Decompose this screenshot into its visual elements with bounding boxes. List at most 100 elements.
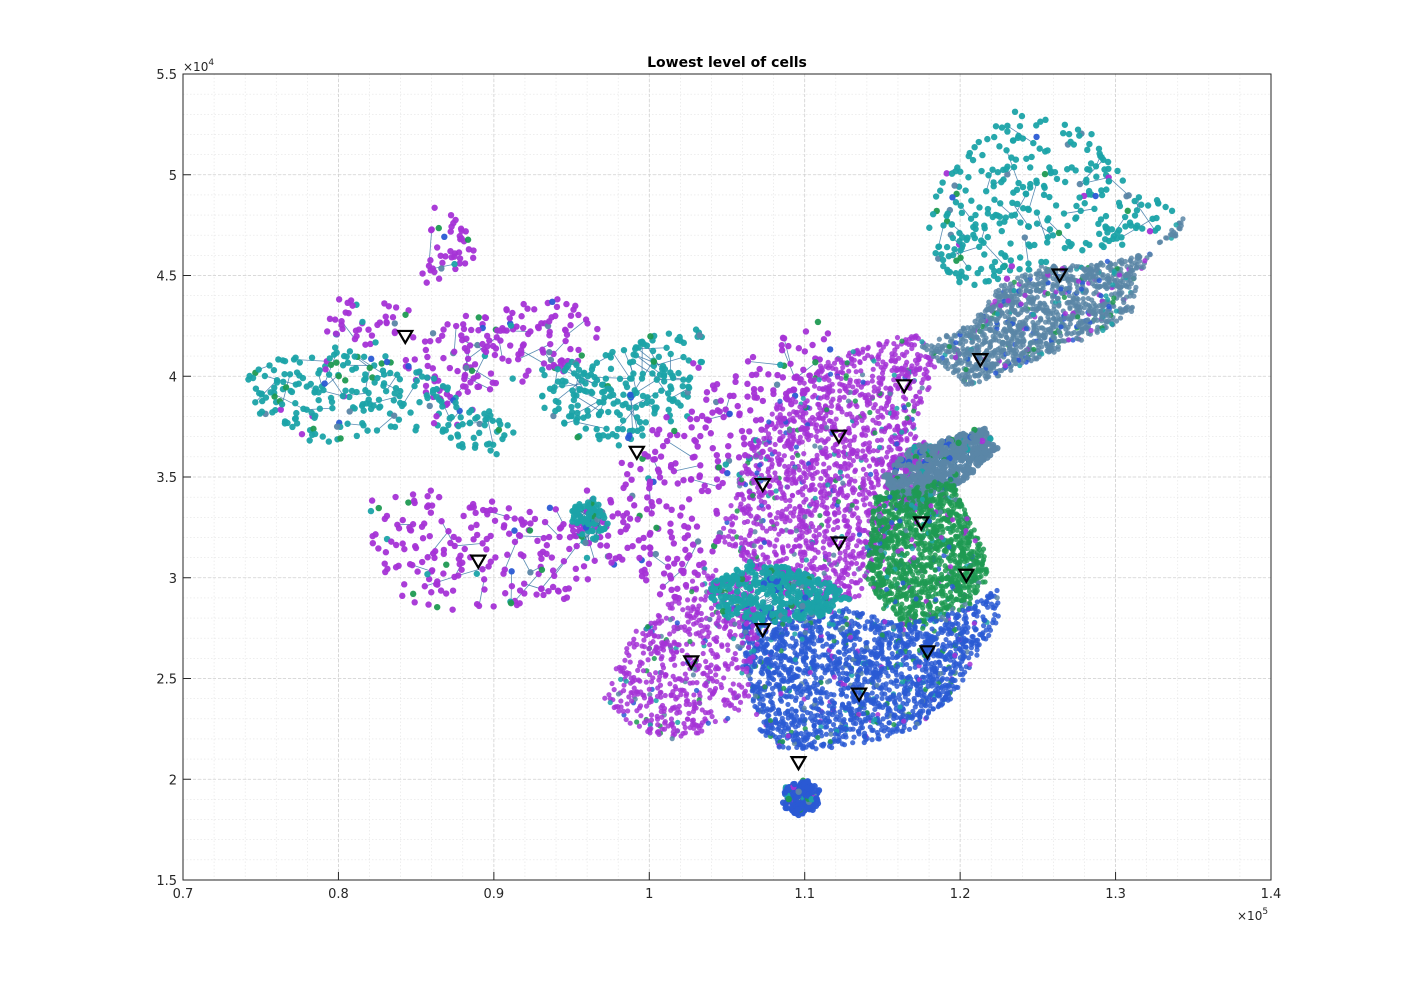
cell-point xyxy=(351,353,358,360)
cell-point xyxy=(686,374,694,381)
cell-point xyxy=(1091,283,1098,289)
cell-point xyxy=(836,509,842,516)
cell-point xyxy=(280,378,287,386)
cell-point xyxy=(846,368,852,374)
cell-point xyxy=(339,325,346,333)
cell-link xyxy=(478,579,485,606)
cell-point xyxy=(919,339,925,345)
cell-point xyxy=(844,523,851,529)
cell-point xyxy=(622,380,629,387)
cell-point xyxy=(729,520,736,527)
cell-point xyxy=(784,393,790,400)
cell-point xyxy=(781,453,787,459)
cell-point xyxy=(503,327,510,334)
cell-point xyxy=(374,374,381,382)
cell-point xyxy=(919,385,925,391)
cell-point xyxy=(656,474,664,481)
cell-point xyxy=(580,414,587,421)
cell-point xyxy=(533,591,540,598)
cell-point xyxy=(801,348,809,355)
cell-point xyxy=(716,408,723,415)
cell-point xyxy=(526,508,533,516)
cell-point xyxy=(862,355,868,361)
cell-point xyxy=(1007,341,1014,348)
cell-point xyxy=(489,441,497,448)
cell-point xyxy=(865,508,871,515)
cell-point xyxy=(291,415,299,423)
cell-point xyxy=(507,322,515,329)
cell-point xyxy=(682,546,689,554)
cell-link xyxy=(517,343,551,360)
cell-point xyxy=(405,363,412,370)
cell-point xyxy=(741,496,747,502)
cell-point xyxy=(983,313,990,319)
cell-point xyxy=(758,518,764,524)
cell-point xyxy=(905,402,912,408)
cell-point xyxy=(427,257,434,264)
cell-point xyxy=(812,486,818,493)
cell-point xyxy=(1050,315,1057,322)
cell-point xyxy=(1073,264,1080,270)
cell-point xyxy=(1110,282,1116,288)
cell-point xyxy=(1070,312,1076,319)
cell-point xyxy=(540,534,548,542)
cell-point xyxy=(636,554,643,562)
cell-point xyxy=(443,390,451,398)
cell-point xyxy=(479,566,486,573)
cell-point xyxy=(983,362,990,368)
cell-point xyxy=(539,346,546,353)
cell-point xyxy=(485,563,492,570)
cell-point xyxy=(822,529,828,535)
cell-point xyxy=(491,351,499,359)
cell-point xyxy=(837,394,843,401)
cell-point xyxy=(678,504,686,511)
cell-point xyxy=(1163,235,1169,241)
cell-point xyxy=(709,444,716,452)
cell-point xyxy=(795,489,801,496)
cell-point xyxy=(889,351,895,357)
cell-link xyxy=(454,542,483,547)
cell-point xyxy=(481,421,488,429)
cell-point xyxy=(581,369,588,377)
cell-point xyxy=(681,522,688,530)
cell-point xyxy=(332,344,339,351)
cell-point xyxy=(591,557,598,564)
cell-point xyxy=(618,459,625,467)
cell-point xyxy=(598,381,606,388)
cell-point xyxy=(815,549,821,555)
cell-point xyxy=(850,349,856,355)
cell-point xyxy=(809,541,815,547)
cell-point xyxy=(468,367,476,374)
cell-point xyxy=(797,380,803,386)
cell-point xyxy=(832,448,838,454)
cell-point xyxy=(777,398,783,404)
cell-point xyxy=(785,543,791,549)
cell-link xyxy=(747,360,781,366)
cell-point xyxy=(560,595,568,603)
cell-point xyxy=(773,488,779,494)
cell-point xyxy=(1056,303,1062,309)
cell-point xyxy=(665,330,673,337)
cell-point xyxy=(483,546,490,553)
cell-point xyxy=(1090,274,1096,280)
cell-point xyxy=(596,398,603,406)
cell-point xyxy=(245,376,252,383)
cell-point xyxy=(367,507,375,515)
cell-point xyxy=(698,412,706,420)
cell-point xyxy=(783,476,789,482)
cell-point xyxy=(406,561,414,568)
cell-point xyxy=(284,419,291,427)
cell-point xyxy=(545,363,553,371)
cell-point xyxy=(832,442,839,448)
cell-point xyxy=(414,568,421,575)
cell-point xyxy=(503,306,510,313)
cell-point xyxy=(471,361,479,368)
cell-point xyxy=(761,539,767,546)
cell-point xyxy=(368,355,375,363)
cell-point xyxy=(1093,289,1099,295)
cell-point xyxy=(844,518,850,524)
cell-point xyxy=(460,325,468,333)
cell-point xyxy=(666,572,674,579)
cell-point xyxy=(344,359,352,366)
cell-point xyxy=(1120,296,1126,303)
